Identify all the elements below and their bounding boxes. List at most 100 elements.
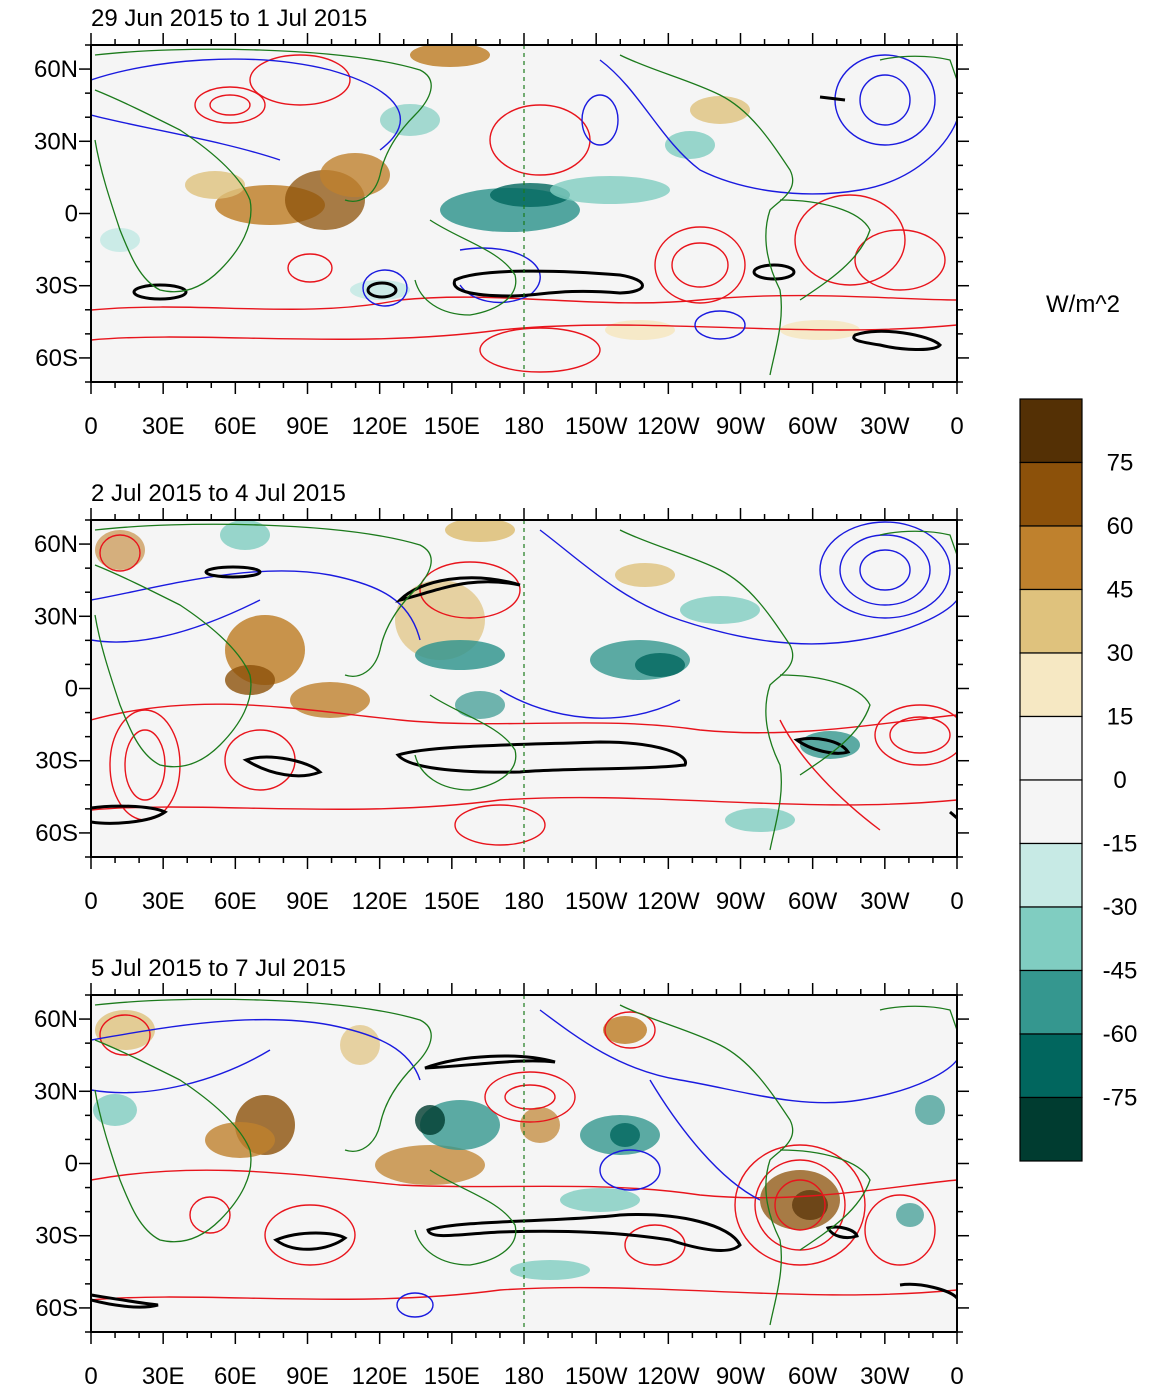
lon-label: 120E [352, 888, 408, 915]
lon-label: 30E [142, 888, 185, 915]
lon-label: 60E [214, 888, 257, 915]
map-panel-2: 2 Jul 2015 to 4 Jul 2015 [34, 480, 969, 915]
positive-contours-2 [91, 534, 957, 846]
lat-label: 60S [35, 1295, 78, 1322]
lat-axis-1: 60N 30N 0 30S 60S [34, 56, 78, 372]
panel-title-2: 2 Jul 2015 to 4 Jul 2015 [91, 480, 346, 507]
colorbar-box [1019, 461, 1083, 527]
colorbar-labels: 75 60 45 30 15 0 -15 -30 -45 -60 -75 [1103, 450, 1138, 1112]
lat-label: 30S [35, 748, 78, 775]
lat-label: 60S [35, 820, 78, 847]
lon-label: 90E [286, 1363, 329, 1390]
coastlines-1 [94, 48, 957, 376]
lon-label: 90W [716, 413, 766, 440]
lon-axis-1: 0 30E 60E 90E 120E 150E 180 150W 120W 90W 60W 30W 0 [84, 413, 963, 440]
lon-label: 30W [860, 1363, 910, 1390]
lat-label: 60S [35, 345, 78, 372]
lon-label: 180 [504, 888, 544, 915]
colorbar-box [1019, 1096, 1083, 1162]
anomaly-shading-2 [95, 520, 860, 832]
lon-label: 150E [424, 888, 480, 915]
colorbar-label: -75 [1103, 1085, 1138, 1112]
lon-label: 150W [565, 413, 628, 440]
lat-label: 30N [34, 128, 78, 155]
lon-label: 0 [84, 1363, 97, 1390]
lon-label: 60E [214, 1363, 257, 1390]
colorbar-box [1019, 525, 1083, 591]
anomaly-shading-3 [93, 1010, 945, 1280]
lon-label: 0 [84, 888, 97, 915]
colorbar-label: 45 [1107, 577, 1134, 604]
anomaly-shading-1 [100, 45, 860, 340]
map-panel-3: 5 Jul 2015 to 7 Jul 2015 [34, 955, 969, 1390]
lon-label: 120E [352, 413, 408, 440]
colorbar-box [1019, 842, 1083, 908]
lon-label: 30W [860, 888, 910, 915]
colorbar: W/m^2 75 60 45 30 15 0 -15 -30 -45 -60 -75 [1019, 291, 1138, 1162]
colorbar-label: 0 [1113, 767, 1126, 794]
lon-label: 180 [504, 1363, 544, 1390]
lon-label: 60W [788, 1363, 838, 1390]
lon-label: 120W [637, 1363, 700, 1390]
lon-label: 0 [84, 413, 97, 440]
lon-label: 0 [950, 888, 963, 915]
colorbar-box [1019, 906, 1083, 972]
colorbar-label: 30 [1107, 640, 1134, 667]
colorbar-boxes [1019, 398, 1083, 1162]
zero-contours-1 [132, 95, 942, 352]
colorbar-box [1019, 779, 1083, 845]
map-panel-1: 29 Jun 2015 to 1 Jul 2015 [34, 5, 969, 440]
lon-label: 60E [214, 413, 257, 440]
lon-label: 30W [860, 413, 910, 440]
lon-label: 90W [716, 1363, 766, 1390]
colorbar-label: -60 [1103, 1021, 1138, 1048]
axis-ticks-3 [79, 983, 969, 1344]
colorbar-label: 15 [1107, 704, 1134, 731]
map-field-2 [91, 520, 957, 857]
colorbar-box [1019, 715, 1083, 781]
lat-label: 0 [65, 201, 78, 228]
lon-label: 150E [424, 1363, 480, 1390]
panel-title-3: 5 Jul 2015 to 7 Jul 2015 [91, 955, 346, 982]
lon-label: 180 [504, 413, 544, 440]
lat-label: 60N [34, 56, 78, 83]
lon-label: 150W [565, 1363, 628, 1390]
lon-label: 60W [788, 413, 838, 440]
lon-label: 30E [142, 1363, 185, 1390]
lat-label: 0 [65, 676, 78, 703]
map-field-3 [91, 995, 957, 1332]
lat-label: 30N [34, 1078, 78, 1105]
colorbar-label: -15 [1103, 831, 1138, 858]
lon-label: 0 [950, 413, 963, 440]
axis-ticks-2 [79, 508, 969, 869]
colorbar-box [1019, 588, 1083, 654]
colorbar-box [1019, 1033, 1083, 1099]
panel-title-1: 29 Jun 2015 to 1 Jul 2015 [91, 5, 367, 32]
lon-axis-3: 0 30E 60E 90E 120E 150E 180 150W 120W 90W 60W 30W 0 [84, 1363, 963, 1390]
zero-contours-2 [91, 565, 957, 825]
lon-label: 90E [286, 413, 329, 440]
lon-label: 150W [565, 888, 628, 915]
lon-label: 150E [424, 413, 480, 440]
lon-label: 120W [637, 888, 700, 915]
positive-contours-1 [91, 54, 957, 373]
lat-axis-3: 60N 30N 0 30S 60S [34, 1006, 78, 1322]
lon-label: 90W [716, 888, 766, 915]
lon-label: 90E [286, 888, 329, 915]
colorbar-label: -30 [1103, 894, 1138, 921]
lon-label: 120E [352, 1363, 408, 1390]
lat-label: 60N [34, 1006, 78, 1033]
negative-contours-2 [91, 521, 957, 719]
coastlines-2 [94, 523, 957, 851]
colorbar-label: -45 [1103, 958, 1138, 985]
map-field-1 [91, 45, 957, 382]
lat-axis-2: 60N 30N 0 30S 60S [34, 531, 78, 847]
lat-label: 60N [34, 531, 78, 558]
lat-label: 30S [35, 1223, 78, 1250]
lon-axis-2: 0 30E 60E 90E 120E 150E 180 150W 120W 90W 60W 30W 0 [84, 888, 963, 915]
zero-contours-3 [91, 1054, 957, 1309]
colorbar-label: 60 [1107, 513, 1134, 540]
negative-contours-3 [91, 1009, 957, 1318]
